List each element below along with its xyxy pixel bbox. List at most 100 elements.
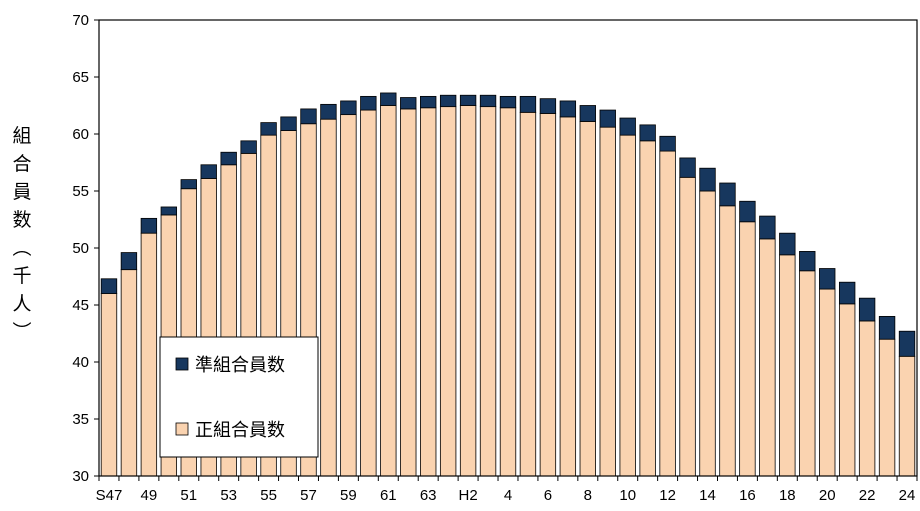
y-tick-label: 40: [72, 354, 89, 371]
bar-associate: [719, 182, 736, 207]
bar-associate: [838, 281, 856, 305]
x-tick-label: 61: [380, 487, 397, 504]
y-tick-label: 65: [72, 69, 89, 86]
y-axis-label-char: ︵: [12, 237, 31, 259]
y-axis-label-char: 人: [12, 293, 31, 315]
legend-label-associate: 準組合員数: [195, 355, 285, 376]
x-tick-label: H2: [459, 487, 478, 504]
bar-associate: [759, 215, 776, 240]
y-axis-label-char: 数: [12, 209, 31, 231]
bar-regular: [779, 254, 796, 477]
legend-box: [159, 336, 319, 458]
bar-associate: [898, 330, 916, 357]
bar-associate: [499, 95, 517, 109]
bar-regular: [519, 111, 537, 477]
bar-associate: [519, 95, 537, 113]
bar-associate: [599, 109, 616, 128]
bar-associate: [699, 167, 716, 192]
bar-regular: [140, 232, 158, 477]
x-tick-label: 51: [180, 487, 197, 504]
bar-regular: [878, 338, 896, 477]
bar-associate: [439, 94, 457, 108]
x-tick-label: 10: [619, 487, 636, 504]
bar-regular: [360, 109, 377, 477]
legend-swatch-regular: [175, 422, 189, 436]
y-axis-label-char: ︶: [12, 321, 31, 343]
bar-associate: [120, 252, 138, 271]
x-tick-label: 12: [659, 487, 676, 504]
bar-associate: [819, 268, 836, 290]
bar-associate: [320, 103, 337, 120]
x-tick-label: 6: [544, 487, 552, 504]
bar-associate: [400, 97, 417, 110]
y-tick-label: 45: [72, 297, 89, 314]
bar-regular: [898, 355, 916, 477]
bar-associate: [659, 135, 676, 152]
bar-regular: [459, 105, 477, 477]
bar-regular: [400, 108, 417, 477]
legend-label-regular: 正組合員数: [195, 420, 285, 441]
bar-regular: [320, 118, 337, 477]
bar-associate: [799, 251, 816, 272]
bar-regular: [559, 116, 577, 477]
y-axis-label-char: 組: [12, 125, 31, 147]
bar-regular: [858, 320, 876, 477]
bar-regular: [439, 106, 457, 477]
x-tick-label: 49: [141, 487, 158, 504]
bar-regular: [719, 205, 736, 477]
y-axis-label-char: 員: [12, 181, 31, 203]
bar-associate: [160, 206, 178, 216]
bar-regular: [420, 107, 437, 477]
bar-associate: [619, 117, 636, 136]
bar-regular: [838, 303, 856, 477]
y-tick-label: 35: [72, 411, 89, 428]
x-tick-label: 24: [899, 487, 916, 504]
bar-associate: [559, 100, 577, 118]
bar-associate: [200, 164, 217, 179]
x-tick-label: 20: [819, 487, 836, 504]
bar-associate: [579, 105, 596, 122]
bar-regular: [479, 106, 497, 477]
bar-associate: [639, 124, 656, 142]
bar-regular: [539, 113, 557, 477]
plot-frame: [98, 19, 918, 477]
y-axis-label-char: 合: [12, 153, 31, 175]
x-axis-ticks: S47 49 51 53 55 57 59 61 63 H2 4 6 8 10 12 14 16 18 20 22 24: [96, 476, 918, 504]
bar-associate: [858, 297, 876, 322]
x-tick-label: 63: [420, 487, 437, 504]
bar-regular: [759, 238, 776, 477]
bar-regular: [599, 126, 616, 477]
y-tick-label: 60: [72, 126, 89, 143]
bar-regular: [639, 140, 656, 477]
bar-regular: [799, 270, 816, 477]
bar-associate: [459, 94, 477, 106]
legend-swatch-associate: [175, 357, 189, 371]
bar-regular: [340, 114, 357, 477]
bar-associate: [779, 232, 796, 256]
x-tick-label: 59: [340, 487, 357, 504]
y-tick-label: 55: [72, 183, 89, 200]
bar-associate: [739, 200, 756, 223]
x-tick-label: 18: [779, 487, 796, 504]
bar-associate: [140, 217, 158, 234]
bar-regular: [380, 105, 397, 477]
bar-regular: [619, 134, 636, 477]
bar-associate: [280, 116, 297, 131]
x-tick-label: 4: [504, 487, 512, 504]
bar-associate: [260, 122, 277, 136]
bar-regular: [699, 190, 716, 477]
bar-associate: [360, 95, 377, 111]
y-tick-label: 70: [72, 12, 89, 29]
y-axis-label-char: 千: [12, 265, 31, 287]
x-tick-label: 53: [220, 487, 237, 504]
bar-associate: [878, 315, 896, 340]
y-tick-label: 50: [72, 240, 89, 257]
bar-regular: [819, 288, 836, 477]
bar-regular: [499, 107, 517, 477]
y-axis-ticks: 30 35 40 45 50 55 60 65 70: [72, 12, 99, 485]
bar-associate: [679, 157, 696, 178]
bar-associate: [380, 92, 397, 106]
bar-associate: [340, 100, 357, 116]
x-tick-label: 14: [699, 487, 716, 504]
